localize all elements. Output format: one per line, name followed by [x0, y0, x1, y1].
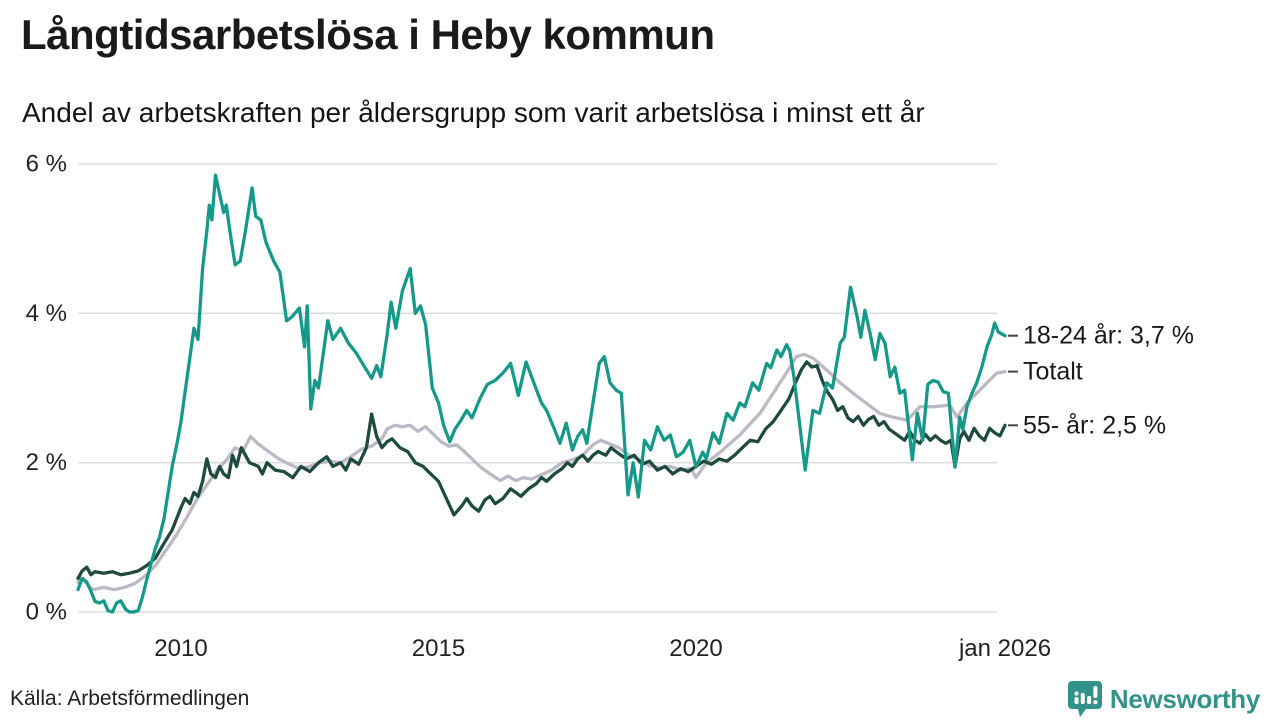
- series-line-55-r: [76, 360, 1007, 581]
- y-tick-label: 2 %: [26, 449, 67, 476]
- newsworthy-wordmark: Newsworthy: [1109, 683, 1260, 714]
- page-title: Långtidsarbetslösa i Heby kommun: [21, 11, 715, 58]
- source-note: Källa: Arbetsförmedlingen: [10, 687, 250, 710]
- page-subtitle: Andel av arbetskraften per åldersgrupp s…: [22, 97, 925, 128]
- x-tick-label: jan 2026: [958, 635, 1051, 662]
- series-line-18-24-r: [76, 173, 1007, 614]
- newsworthy-logo-icon: [1067, 681, 1102, 717]
- y-tick-label: 6 %: [26, 151, 67, 178]
- legend-label: 55- år: 2,5 %: [1023, 411, 1166, 439]
- legend-label: 18-24 år: 3,7 %: [1023, 322, 1194, 350]
- x-tick-label: 2015: [412, 635, 465, 662]
- y-tick-label: 0 %: [26, 599, 67, 626]
- series-line-totalt: [76, 352, 1007, 592]
- x-tick-label: 2020: [669, 635, 722, 662]
- legend-label: Totalt: [1023, 358, 1083, 386]
- x-tick-label: 2010: [154, 635, 207, 662]
- newsworthy-brand: Newsworthy: [1067, 680, 1260, 718]
- y-tick-label: 4 %: [26, 300, 67, 327]
